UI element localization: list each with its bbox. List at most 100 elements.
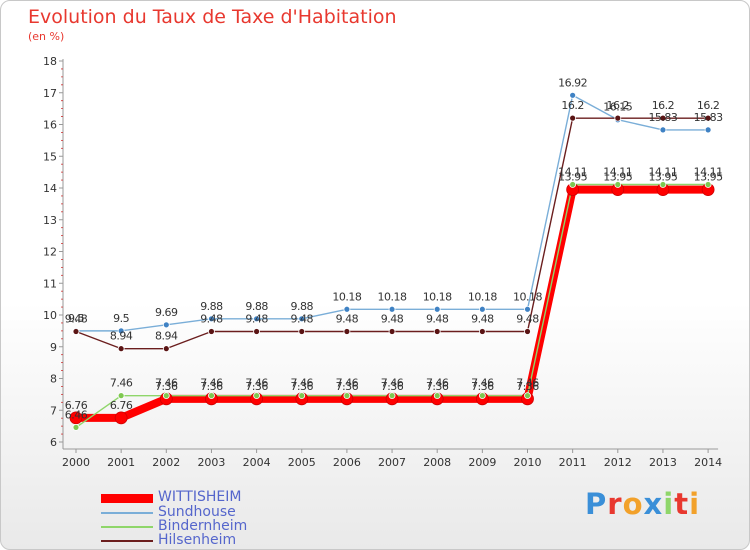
data-label: 7.46: [200, 377, 223, 390]
y-tick-label: 16: [43, 119, 57, 132]
data-point: [208, 315, 215, 323]
data-label: 7.36: [471, 380, 494, 393]
logo-letter: P: [585, 487, 608, 521]
data-label: 13.95: [648, 171, 677, 184]
y-tick-label: 14: [43, 182, 57, 195]
data-label: 10.18: [378, 290, 407, 303]
data-point: [343, 328, 351, 335]
data-point: [72, 328, 80, 335]
logo-letter: i: [689, 487, 701, 521]
y-tick-label: 9: [50, 341, 57, 354]
x-tick-label: 2001: [107, 456, 135, 469]
data-label: 9.48: [200, 313, 223, 326]
data-label: 7.46: [426, 377, 449, 390]
data-label: 13.95: [558, 171, 587, 184]
data-label: 14.11: [558, 166, 587, 179]
data-label: 9.69: [155, 306, 178, 319]
data-label: 8.94: [155, 330, 178, 343]
x-tick-label: 2005: [288, 456, 316, 469]
data-label: 7.46: [245, 377, 268, 390]
data-label: 7.36: [245, 380, 268, 393]
x-tick-label: 2008: [423, 456, 451, 469]
chart-subtitle: (en %): [28, 30, 65, 43]
data-label: 7.36: [426, 380, 449, 393]
data-label: 14.11: [648, 166, 677, 179]
x-tick-label: 2004: [243, 456, 271, 469]
x-tick-label: 2009: [468, 456, 496, 469]
proxiti-logo: Proxiti: [585, 487, 700, 521]
data-point: [72, 423, 80, 431]
data-point: [524, 392, 531, 400]
data-point: [524, 328, 531, 335]
data-point: [162, 345, 170, 353]
data-label: 7.36: [336, 380, 359, 393]
data-label: 9.48: [291, 313, 314, 326]
y-tick-label: 6: [50, 436, 57, 449]
data-label: 7.36: [381, 380, 404, 393]
data-point: [253, 392, 261, 400]
y-tick-label: 12: [43, 246, 57, 259]
data-point: [253, 328, 261, 335]
x-tick-label: 2000: [62, 456, 90, 469]
x-tick-label: 2006: [333, 456, 361, 469]
data-label: 16.15: [603, 101, 632, 114]
data-label: 10.18: [468, 290, 497, 303]
data-point: [343, 392, 351, 400]
x-tick-label: 2003: [197, 456, 225, 469]
data-point: [478, 305, 486, 313]
x-tick-label: 2012: [604, 456, 632, 469]
y-tick-label: 11: [43, 277, 57, 290]
data-point: [614, 181, 622, 188]
chart-title: Evolution du Taux de Taxe d'Habitation: [28, 6, 397, 28]
data-label: 7.46: [155, 377, 178, 390]
x-tick-label: 2014: [694, 456, 722, 469]
data-point: [659, 181, 667, 188]
data-point: [433, 305, 441, 313]
y-tick-label: 17: [43, 87, 57, 100]
data-point: [208, 392, 215, 400]
data-label: 13.95: [694, 171, 723, 184]
logo-letter: t: [674, 487, 690, 521]
data-label: 7.46: [291, 377, 314, 390]
legend-swatch: [101, 540, 153, 542]
data-label: 9.48: [426, 313, 449, 326]
data-label: 13.95: [603, 171, 632, 184]
data-label: 16.2: [697, 99, 720, 112]
data-point: [162, 392, 170, 400]
x-tick-label: 2010: [514, 456, 542, 469]
data-point: [704, 126, 712, 134]
data-point: [162, 321, 170, 329]
data-label: 6.46: [65, 408, 88, 421]
data-point: [433, 328, 441, 335]
data-point: [253, 315, 261, 323]
data-point: [478, 392, 486, 400]
data-point: [117, 345, 125, 353]
data-label: 7.46: [381, 377, 404, 390]
data-point: [388, 392, 396, 400]
data-point: [117, 327, 125, 335]
x-tick-label: 2007: [378, 456, 406, 469]
data-label: 6.76: [110, 399, 133, 412]
x-tick-label: 2013: [649, 456, 677, 469]
logo-letter: i: [663, 487, 675, 521]
y-tick-label: 13: [43, 214, 57, 227]
data-point: [524, 305, 531, 313]
data-label: 7.36: [155, 380, 178, 393]
data-label: 6.76: [65, 399, 88, 412]
data-label: 9.48: [65, 313, 88, 326]
data-label: 9.48: [471, 313, 494, 326]
y-tick-label: 10: [43, 309, 57, 322]
data-point: [659, 114, 667, 122]
data-label: 9.48: [381, 313, 404, 326]
data-label: 8.94: [110, 330, 133, 343]
y-tick-label: 7: [50, 404, 57, 417]
data-point: [114, 411, 128, 425]
data-label: 16.2: [561, 99, 584, 112]
data-label: 7.46: [336, 377, 359, 390]
data-point: [388, 328, 396, 335]
legend-swatch: [101, 526, 153, 528]
data-label: 9.48: [336, 313, 359, 326]
data-label: 16.92: [558, 76, 587, 89]
data-label: 15.83: [648, 111, 677, 124]
